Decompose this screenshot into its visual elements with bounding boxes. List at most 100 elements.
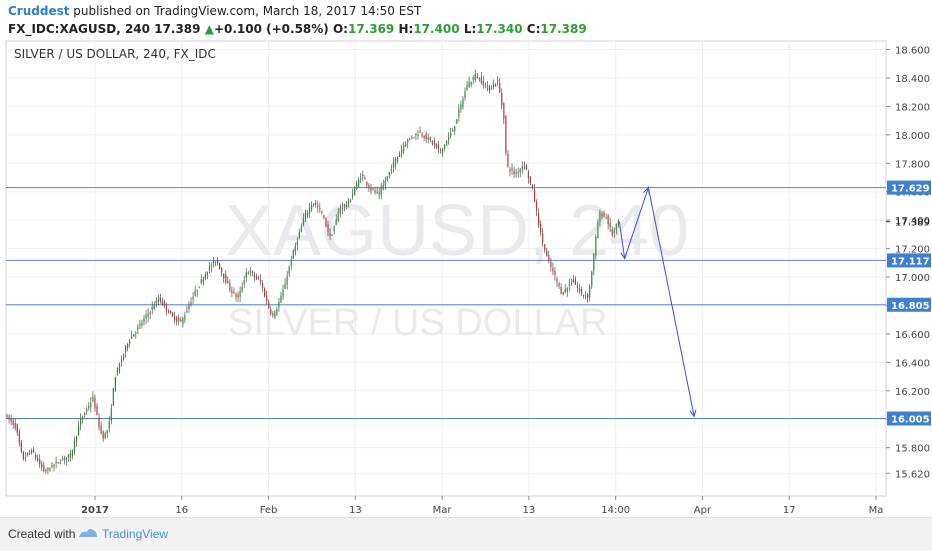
horizontal-levels [6,187,886,420]
y-tick-label: 18.400 [895,74,930,85]
candle-body [480,77,482,84]
change-arrow-icon: ▲ [204,22,214,36]
candle-body [554,271,556,276]
price-chart[interactable]: XAGUSD, 240 SILVER / US DOLLAR SILVER / … [0,0,932,517]
candle-body [122,353,125,360]
candle-body [20,441,22,452]
candle-body [321,210,323,213]
candle-body [533,189,536,202]
candle-body [417,134,419,136]
candle-body [337,212,339,222]
candle-body [229,282,231,291]
candle-body [264,288,266,297]
candle-body [137,326,139,330]
candle-body [153,306,155,310]
candle-body [147,313,149,317]
price-axis[interactable]: 15.62015.80016.00016.20016.40016.60016.8… [886,46,931,481]
author-link[interactable]: Cruddest [8,4,70,18]
candle-body [505,115,507,153]
candle-body [174,316,176,321]
x-tick-label: Apr [694,505,712,516]
candle-body [435,143,437,147]
candle-body [149,312,151,315]
plot-frame [5,40,887,497]
candle-body [61,459,63,461]
candle-body [345,204,348,208]
candle-body [364,177,366,180]
candle-body [22,451,24,459]
close-value: 17.389 [540,22,587,36]
candle-body [255,276,258,279]
candle-body [286,275,288,285]
candle-body [188,305,190,309]
candle-body [550,261,552,267]
candle-body [552,267,554,272]
candle-body [521,166,523,170]
candle-body [104,433,106,439]
y-tick-label: 16.200 [895,387,930,398]
candle-body [251,271,253,274]
candle-body [396,156,399,162]
candle-body [448,136,450,140]
candle-body [311,204,313,210]
candle-body [206,271,208,276]
candle-body [196,290,198,292]
candle-body [28,452,31,455]
projection-line[interactable] [618,185,695,417]
candle-body [488,86,491,91]
candle-body [605,217,607,219]
candle-body [30,450,33,453]
projection-arrowhead [689,409,697,418]
candle-body [73,440,76,452]
open-label: O: [332,22,348,36]
low-value: 17.340 [476,22,523,36]
candle-body [243,280,245,284]
level-label: 17.629 [891,184,930,195]
time-axis[interactable]: 2017 16 Feb 13 Mar 13 14:00 Apr 17 Ma [81,496,883,516]
candle-body [223,273,225,279]
projection [618,185,697,418]
candle-body [509,169,511,172]
candle-body [376,191,378,193]
candle-body [317,205,319,208]
candle-body [127,344,129,348]
candle-body [327,224,329,233]
candle-body [71,450,74,457]
candle-body [315,202,317,205]
candle-body [439,149,442,151]
candle-body [403,145,405,151]
candle-body [16,424,18,433]
candle-body [452,130,454,132]
candle-body [339,208,341,214]
candle-body [546,250,548,257]
candle-body [247,272,249,275]
candle-body [135,332,137,334]
last-price: 17.389 [154,22,201,36]
candle-body [118,363,121,372]
tradingview-logo-icon [79,528,97,537]
candle-body [235,293,237,297]
candle-body [77,425,80,436]
candle-body [495,84,497,87]
candle-body [582,294,585,296]
x-tick-label: 13 [349,505,362,516]
candle-body [401,149,403,154]
candle-body [65,457,67,461]
tradingview-link[interactable]: TradingView [102,527,169,541]
candle-body [143,318,145,322]
candle-body [409,138,411,140]
candle-body [233,292,235,293]
candle-body [525,165,527,170]
candle-body [513,170,515,175]
candle-body [257,277,260,279]
level-badge [887,297,931,312]
candle-body [580,289,583,294]
candle-body [568,284,570,286]
candle-body [284,283,286,289]
candle-body [190,302,192,304]
candle-body [178,317,180,321]
candle-body [63,457,65,460]
candle-body [353,189,356,196]
candle-body [18,432,20,443]
candle-body [114,377,116,392]
